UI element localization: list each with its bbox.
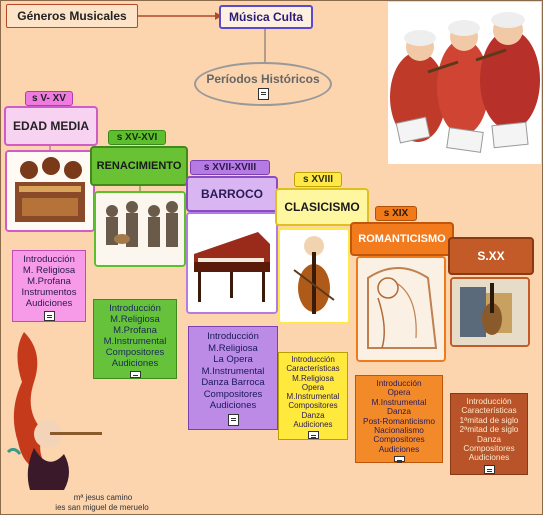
topic-link[interactable]: Audiciones <box>293 420 333 430</box>
romanticismo-topics: Introducción Opera M.Instrumental Danza … <box>355 375 443 463</box>
topic-link[interactable]: Danza <box>387 406 411 417</box>
topic-link[interactable]: M.Religiosa <box>292 373 334 383</box>
topic-link[interactable]: Introducción <box>466 396 512 406</box>
topic-link[interactable]: 2ªmitad de siglo <box>459 424 519 435</box>
topic-link[interactable]: Compositores <box>105 347 165 358</box>
siglo-xx-image <box>450 277 530 347</box>
document-icon[interactable] <box>129 371 141 378</box>
document-icon[interactable] <box>393 456 405 462</box>
renacimiento-topics: Introducción M.Religiosa M.Profana M.Ins… <box>93 299 177 379</box>
era-renacimiento[interactable]: RENACIMIENTO <box>90 146 188 186</box>
topic-link[interactable]: Instrumentos <box>21 287 77 298</box>
century-tag-clasicismo: s XVIII <box>294 172 342 187</box>
topic-link[interactable]: Opera <box>387 387 411 398</box>
barroco-image <box>186 212 278 314</box>
topic-link[interactable]: M.Instrumental <box>286 392 340 402</box>
topic-link[interactable]: Nacionalismo <box>374 425 424 436</box>
topic-link[interactable]: M.Profana <box>27 276 71 287</box>
romanticismo-image <box>356 256 446 362</box>
topic-link[interactable]: M.Instrumental <box>201 365 265 377</box>
document-icon[interactable] <box>227 413 239 426</box>
musica-culta-node[interactable]: Música Culta <box>219 5 313 29</box>
topic-link[interactable]: Introducción <box>109 303 161 314</box>
century-tag-barroco: s XVII-XVIII <box>190 160 270 175</box>
century-tag-romanticismo: s XIX <box>375 206 417 221</box>
era-romanticismo[interactable]: ROMANTICISMO <box>350 222 454 256</box>
century-tag-renacimiento: s XV-XVI <box>108 130 166 145</box>
edad-media-topics: Introducción M. Religiosa M.Profana Inst… <box>12 250 86 322</box>
era-barroco[interactable]: BARROCO <box>186 176 278 212</box>
generos-musicales-node[interactable]: Géneros Musicales <box>6 4 138 28</box>
topic-link[interactable]: M. Religiosa <box>22 265 76 276</box>
topic-link[interactable]: Introducción <box>291 355 335 364</box>
topic-link[interactable]: Audiciones <box>468 452 510 463</box>
credit-school: ies san miguel de meruelo <box>55 503 149 512</box>
periodos-label: Períodos Históricos <box>206 72 320 86</box>
topic-link[interactable]: M.Religiosa <box>208 342 258 354</box>
periodos-historicos-node[interactable]: Períodos Históricos <box>194 62 332 106</box>
topic-link[interactable]: Introducción <box>376 378 422 388</box>
topic-link[interactable]: Introducción <box>207 331 259 342</box>
document-icon[interactable] <box>307 431 319 439</box>
topic-link[interactable]: Características <box>286 364 340 374</box>
siglo-xx-topics: Introducción Características 1ªmitad de … <box>450 393 528 475</box>
era-siglo-xx[interactable]: S.XX <box>448 237 534 275</box>
renacimiento-image <box>94 191 186 267</box>
topic-link[interactable]: Características <box>461 405 517 416</box>
topic-link[interactable]: Compositores <box>288 401 338 411</box>
flute-girl-illustration <box>4 322 104 494</box>
topic-link[interactable]: Compositores <box>373 434 425 445</box>
credit-author: mª jesus camino <box>73 493 133 502</box>
link-arrow <box>215 12 222 20</box>
topic-link[interactable]: Post-Romanticismo <box>363 415 435 426</box>
topic-link[interactable]: Compositores <box>203 388 263 400</box>
era-clasicismo[interactable]: CLASICISMO <box>275 188 369 226</box>
topic-link[interactable]: Audiciones <box>111 358 159 369</box>
topic-link[interactable]: La Opera <box>213 354 253 365</box>
topic-link[interactable]: Compositores <box>463 443 515 454</box>
document-icon[interactable] <box>43 311 55 321</box>
document-icon[interactable] <box>483 464 495 474</box>
topic-link[interactable]: Audiciones <box>378 443 420 454</box>
topic-link[interactable]: M.Religiosa <box>110 314 160 325</box>
topic-link[interactable]: Opera <box>301 382 325 392</box>
era-edad-media[interactable]: EDAD MEDIA <box>4 106 98 146</box>
topic-link[interactable]: Danza <box>301 410 325 420</box>
topic-link[interactable]: Danza <box>477 433 501 444</box>
clasicismo-image <box>278 228 350 324</box>
clasicismo-topics: Introducción Características M.Religiosa… <box>278 352 348 440</box>
topic-link[interactable]: Audiciones <box>25 298 73 309</box>
edad-media-image <box>5 150 95 232</box>
topic-link[interactable]: Audiciones <box>209 400 257 411</box>
century-tag-medieval: s V- XV <box>25 91 73 106</box>
topic-link[interactable]: M.Profana <box>113 325 157 336</box>
document-icon[interactable] <box>257 88 269 100</box>
orchestra-illustration <box>388 2 541 164</box>
topic-link[interactable]: M.Instrumental <box>103 336 167 347</box>
topic-link[interactable]: 1ªmitad de siglo <box>459 414 519 425</box>
topic-link[interactable]: M.Instrumental <box>371 396 427 407</box>
topic-link[interactable]: Introducción <box>23 254 75 265</box>
topic-link[interactable]: Danza Barroca <box>201 377 265 388</box>
barroco-topics: Introducción M.Religiosa La Opera M.Inst… <box>188 326 278 430</box>
